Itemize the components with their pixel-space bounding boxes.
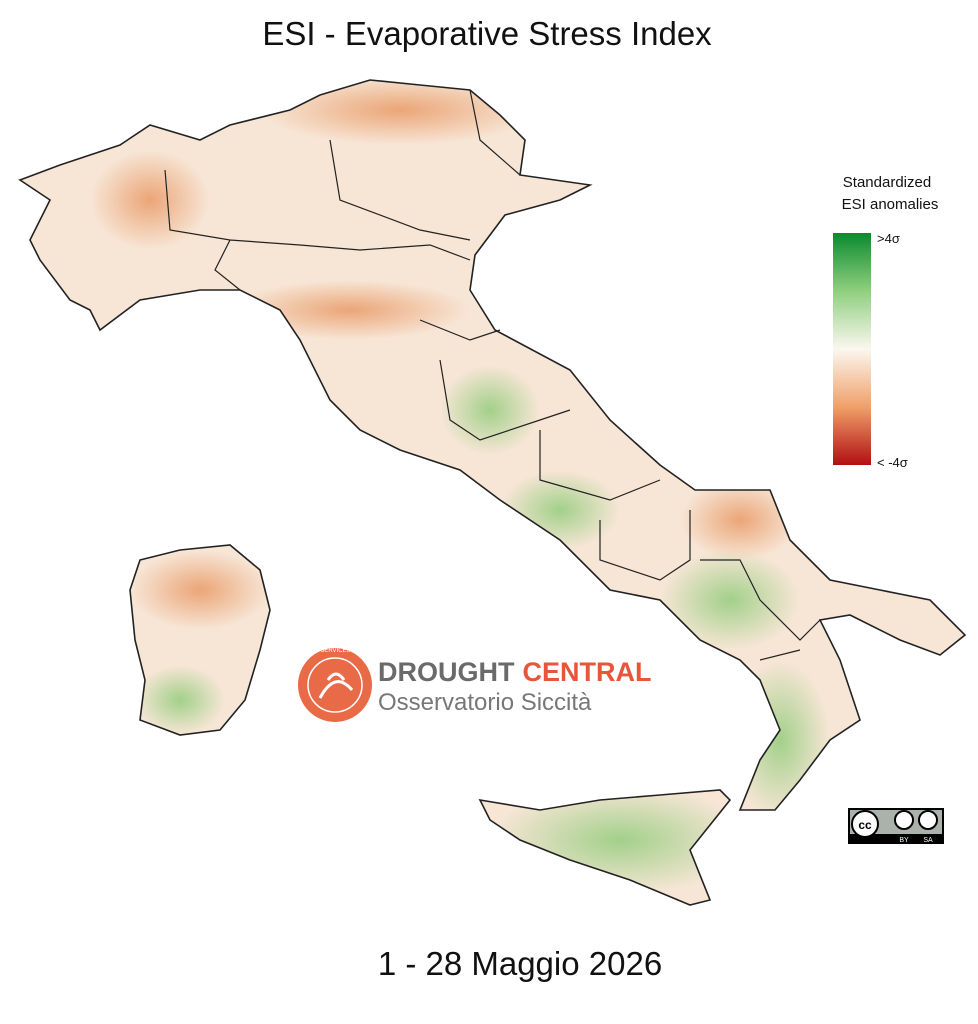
period-label: 1 - 28 Maggio 2026 xyxy=(378,945,662,982)
legend-title: ESI anomalies xyxy=(842,196,939,213)
map-title: ESI - Evaporative Stress Index xyxy=(262,15,712,52)
legend-max-label: >4σ xyxy=(877,231,900,246)
esi-map xyxy=(20,80,965,905)
brand-accent: CENTRAL xyxy=(523,657,652,687)
boundaries xyxy=(18,79,967,906)
legend-min-label: < -4σ xyxy=(877,455,908,470)
logo-brand: DROUGHT CENTRAL xyxy=(378,657,652,687)
brand-dark: DROUGHT xyxy=(378,657,515,687)
legend-title: Standardized xyxy=(843,174,931,191)
logo: CLIMATE SERVICES CENTRE DROUGHT CENTRAL O… xyxy=(293,648,652,722)
license-by: BY xyxy=(899,837,909,844)
logo-badge xyxy=(298,648,372,722)
logo-ring-text: CLIMATE SERVICES CENTRE xyxy=(293,648,377,654)
cc-license: cc BY SA xyxy=(848,808,944,844)
license-sa: SA xyxy=(923,837,933,844)
svg-text:cc: cc xyxy=(858,818,872,832)
logo-subtitle: Osservatorio Siccità xyxy=(378,689,592,716)
legend-colorbar xyxy=(833,233,871,465)
